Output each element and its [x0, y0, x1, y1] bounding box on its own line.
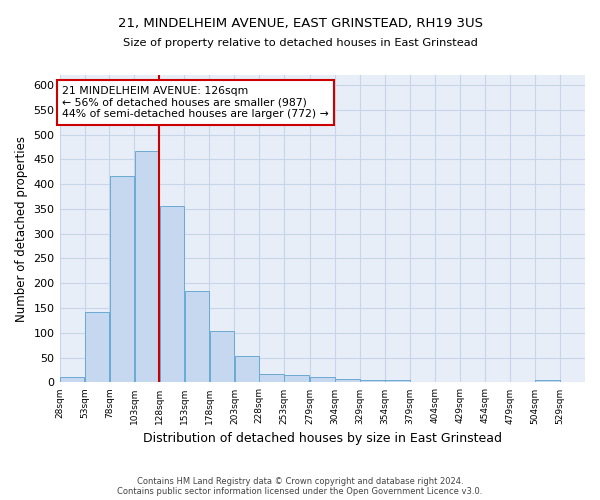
Text: 21, MINDELHEIM AVENUE, EAST GRINSTEAD, RH19 3US: 21, MINDELHEIM AVENUE, EAST GRINSTEAD, R… — [118, 18, 482, 30]
Bar — [59, 378, 85, 382]
Bar — [310, 377, 335, 382]
Y-axis label: Number of detached properties: Number of detached properties — [15, 136, 28, 322]
Bar — [385, 380, 410, 382]
Bar — [235, 356, 259, 382]
Bar — [134, 151, 159, 382]
Bar — [160, 206, 184, 382]
Bar — [209, 332, 234, 382]
Bar — [110, 176, 134, 382]
Bar — [284, 375, 309, 382]
Bar — [361, 380, 385, 382]
Bar — [85, 312, 109, 382]
Text: Contains HM Land Registry data © Crown copyright and database right 2024.: Contains HM Land Registry data © Crown c… — [137, 477, 463, 486]
X-axis label: Distribution of detached houses by size in East Grinstead: Distribution of detached houses by size … — [143, 432, 502, 445]
Text: Size of property relative to detached houses in East Grinstead: Size of property relative to detached ho… — [122, 38, 478, 48]
Text: Contains public sector information licensed under the Open Government Licence v3: Contains public sector information licen… — [118, 487, 482, 496]
Text: 21 MINDELHEIM AVENUE: 126sqm
← 56% of detached houses are smaller (987)
44% of s: 21 MINDELHEIM AVENUE: 126sqm ← 56% of de… — [62, 86, 329, 119]
Bar — [335, 380, 360, 382]
Bar — [259, 374, 284, 382]
Bar — [535, 380, 560, 382]
Bar — [185, 290, 209, 382]
